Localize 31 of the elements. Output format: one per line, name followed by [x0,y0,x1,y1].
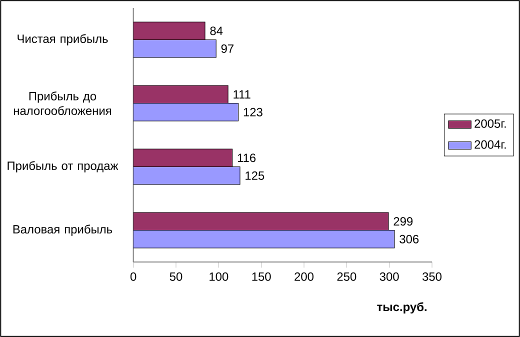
x-tick-label: 200 [294,272,314,281]
bar [133,148,233,168]
x-tick-label: 50 [170,272,182,281]
x-axis-title: тыс.руб. [377,302,426,314]
x-tick-label: 0 [130,272,136,281]
bar [133,166,240,185]
bar [133,102,239,122]
data-label: 306 [400,234,419,244]
bar [133,85,228,104]
bar [133,230,395,248]
bar [133,212,389,231]
y-tick-label: Валовая прибыль [13,224,112,236]
x-tick-label: 100 [210,272,228,281]
bar [133,39,216,58]
data-label: 299 [394,217,413,226]
y-tick-label: Прибыль от продаж [8,161,118,172]
bar [133,22,206,40]
data-label: 125 [246,171,264,180]
y-tick-label: Чистая прибыль [18,34,108,46]
x-tick-label: 300 [380,272,399,281]
x-tick-label: 350 [422,272,442,281]
legend-label: 2004г. [474,140,506,149]
data-label: 84 [210,26,223,36]
data-label: 116 [238,154,256,162]
legend-label: 2005г. [474,119,506,128]
x-tick-label: 150 [252,272,271,281]
data-label: 97 [221,44,234,53]
y-tick-label: Прибыль до налогообложения [14,92,112,116]
data-label: 111 [234,90,250,98]
data-label: 123 [244,108,262,116]
x-tick-label: 250 [337,272,356,281]
